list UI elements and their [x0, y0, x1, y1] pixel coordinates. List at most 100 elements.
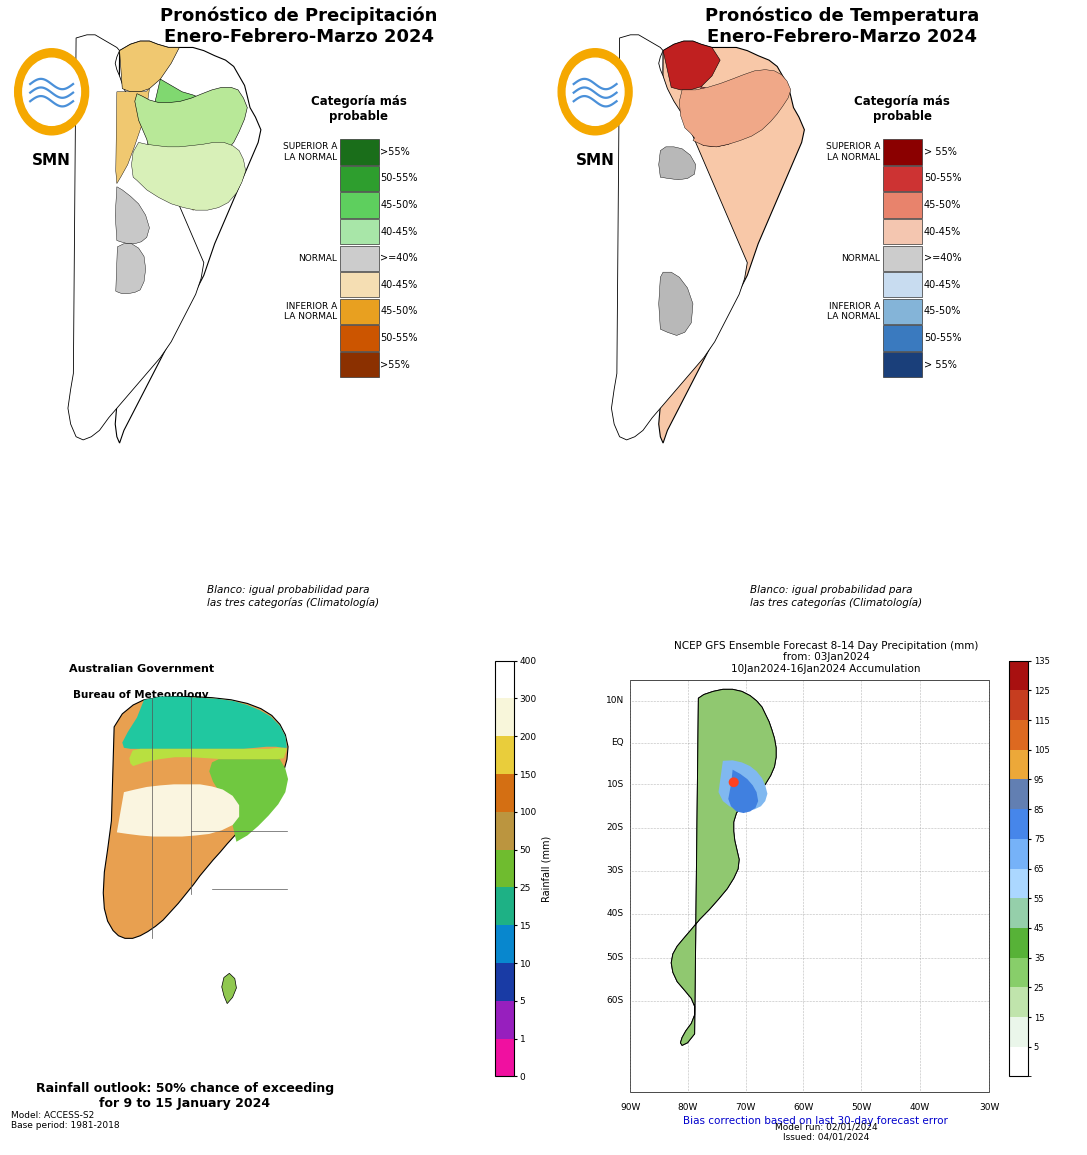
- Text: 40-45%: 40-45%: [924, 280, 961, 290]
- Text: Bias correction based on last 30-day forecast error: Bias correction based on last 30-day for…: [683, 1116, 948, 1126]
- Polygon shape: [209, 759, 288, 842]
- Text: Bureau of Meteorology: Bureau of Meteorology: [74, 691, 209, 700]
- Text: SMN: SMN: [33, 152, 71, 167]
- Circle shape: [14, 49, 89, 135]
- Bar: [883, 273, 922, 298]
- Text: SUPERIOR A
LA NORMAL: SUPERIOR A LA NORMAL: [283, 142, 337, 162]
- Bar: [339, 219, 378, 245]
- Text: > 55%: > 55%: [924, 147, 957, 157]
- Text: 50W: 50W: [851, 1103, 872, 1112]
- Text: 30S: 30S: [607, 866, 624, 875]
- Polygon shape: [671, 690, 776, 1045]
- Polygon shape: [671, 690, 776, 1045]
- Polygon shape: [222, 974, 236, 1004]
- Text: 45-50%: 45-50%: [924, 200, 961, 210]
- Text: Rainfall outlook: 50% chance of exceeding
for 9 to 15 January 2024: Rainfall outlook: 50% chance of exceedin…: [36, 1082, 334, 1110]
- Circle shape: [23, 58, 80, 126]
- Circle shape: [729, 778, 738, 787]
- Text: 90W: 90W: [621, 1103, 640, 1112]
- Polygon shape: [147, 79, 234, 172]
- Bar: [339, 140, 378, 164]
- Polygon shape: [120, 42, 179, 91]
- Polygon shape: [659, 42, 804, 444]
- Bar: [339, 246, 378, 271]
- Polygon shape: [129, 747, 287, 766]
- Text: 45-50%: 45-50%: [380, 306, 417, 316]
- Polygon shape: [611, 35, 748, 440]
- Text: 40-45%: 40-45%: [380, 226, 417, 237]
- Text: 20S: 20S: [607, 824, 624, 832]
- Bar: [883, 299, 922, 325]
- Bar: [883, 166, 922, 191]
- Bar: [883, 219, 922, 245]
- Text: 50-55%: 50-55%: [380, 333, 417, 343]
- Polygon shape: [659, 273, 694, 335]
- Text: >55%: >55%: [380, 147, 410, 157]
- Bar: [339, 326, 378, 351]
- Polygon shape: [663, 42, 721, 90]
- Text: Model: ACCESS-S2
Base period: 1981-2018: Model: ACCESS-S2 Base period: 1981-2018: [11, 1111, 120, 1130]
- Text: 40W: 40W: [910, 1103, 929, 1112]
- Text: INFERIOR A
LA NORMAL: INFERIOR A LA NORMAL: [827, 301, 880, 321]
- Text: Categoría más
probable: Categoría más probable: [311, 96, 407, 124]
- Text: Australian Government: Australian Government: [68, 664, 214, 675]
- Bar: [883, 326, 922, 351]
- Polygon shape: [132, 142, 246, 210]
- Text: EQ: EQ: [611, 738, 624, 747]
- Polygon shape: [115, 244, 146, 293]
- Text: SUPERIOR A
LA NORMAL: SUPERIOR A LA NORMAL: [826, 142, 880, 162]
- Text: 40-45%: 40-45%: [380, 280, 417, 290]
- Circle shape: [566, 58, 624, 126]
- Text: 10S: 10S: [607, 780, 624, 789]
- Polygon shape: [115, 42, 261, 444]
- Polygon shape: [679, 69, 791, 147]
- Polygon shape: [694, 87, 770, 147]
- Text: 40S: 40S: [607, 909, 624, 918]
- Polygon shape: [176, 149, 239, 210]
- Text: 45-50%: 45-50%: [380, 200, 417, 210]
- Text: 60W: 60W: [794, 1103, 813, 1112]
- Text: INFERIOR A
LA NORMAL: INFERIOR A LA NORMAL: [284, 301, 337, 321]
- Text: >=40%: >=40%: [380, 253, 418, 263]
- Bar: [339, 273, 378, 298]
- Text: 80W: 80W: [677, 1103, 698, 1112]
- Text: 45-50%: 45-50%: [924, 306, 961, 316]
- Text: 50-55%: 50-55%: [924, 333, 961, 343]
- Polygon shape: [117, 784, 239, 836]
- Bar: [339, 193, 378, 218]
- Text: NORMAL: NORMAL: [841, 254, 880, 262]
- Text: Pronóstico de Precipitación
Enero-Febrero-Marzo 2024: Pronóstico de Precipitación Enero-Febrer…: [160, 6, 438, 46]
- Text: Pronóstico de Temperatura
Enero-Febrero-Marzo 2024: Pronóstico de Temperatura Enero-Febrero-…: [705, 6, 979, 46]
- Text: NORMAL: NORMAL: [298, 254, 337, 262]
- Bar: [339, 299, 378, 325]
- Text: 50S: 50S: [607, 953, 624, 962]
- Circle shape: [559, 49, 633, 135]
- Text: 50-55%: 50-55%: [380, 173, 417, 184]
- Text: Model run: 02/01/2024
Issued: 04/01/2024: Model run: 02/01/2024 Issued: 04/01/2024: [775, 1123, 877, 1142]
- Polygon shape: [115, 89, 150, 184]
- Text: 50-55%: 50-55%: [924, 173, 961, 184]
- Text: Blanco: igual probabilidad para
las tres categorías (Climatología): Blanco: igual probabilidad para las tres…: [750, 586, 922, 608]
- Text: Categoría más
probable: Categoría más probable: [854, 96, 950, 124]
- Bar: [339, 166, 378, 191]
- Polygon shape: [135, 88, 248, 172]
- Text: > 55%: > 55%: [924, 359, 957, 370]
- Bar: [883, 140, 922, 164]
- Text: 70W: 70W: [736, 1103, 755, 1112]
- Bar: [883, 352, 922, 378]
- Polygon shape: [103, 696, 288, 938]
- Text: >=40%: >=40%: [924, 253, 962, 263]
- Y-axis label: Rainfall (mm): Rainfall (mm): [541, 835, 551, 902]
- Bar: [630, 680, 989, 1093]
- Text: Blanco: igual probabilidad para
las tres categorías (Climatología): Blanco: igual probabilidad para las tres…: [207, 586, 378, 608]
- Bar: [883, 246, 922, 271]
- Polygon shape: [122, 696, 287, 748]
- Bar: [339, 352, 378, 378]
- Text: SMN: SMN: [576, 152, 614, 167]
- Text: 30W: 30W: [979, 1103, 999, 1112]
- Text: >55%: >55%: [380, 359, 410, 370]
- Polygon shape: [115, 187, 150, 244]
- Bar: [883, 193, 922, 218]
- Polygon shape: [67, 35, 204, 440]
- Polygon shape: [728, 769, 759, 813]
